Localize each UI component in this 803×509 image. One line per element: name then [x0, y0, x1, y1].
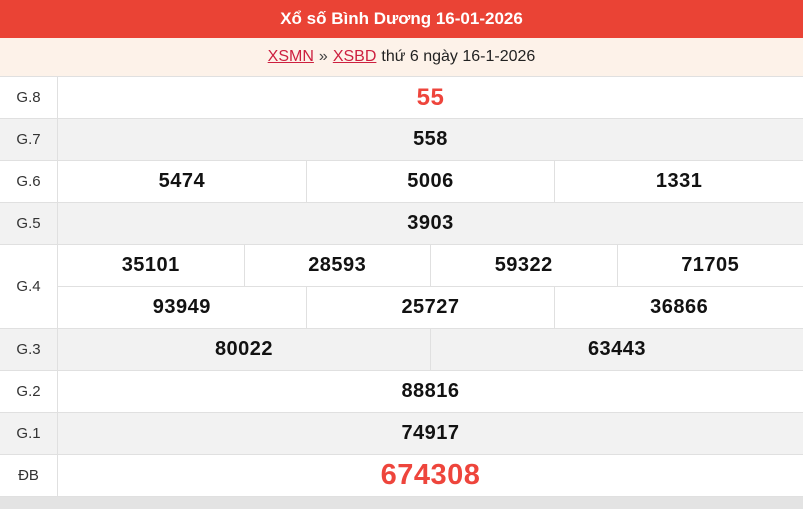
prize-label-g5: G.5	[0, 203, 58, 244]
prize-number: 36866	[554, 287, 803, 328]
prize-row-g8: G.8 55	[0, 77, 803, 119]
page-header: Xổ số Bình Dương 16-01-2026	[0, 0, 803, 38]
prize-label-g6: G.6	[0, 161, 58, 202]
prize-number: 80022	[214, 338, 274, 360]
prize-number: 35101	[121, 254, 180, 276]
prize-row-db: ĐB 674308	[0, 455, 803, 497]
prize-number: 88816	[401, 380, 460, 402]
prize-row-g4: G.4 35101 28593 59322 71705 93949 25727 …	[0, 245, 803, 329]
prize-number: 3903	[407, 212, 454, 234]
prize-row-g5: G.5 3903	[0, 203, 803, 245]
prize-row-g1: G.1 74917	[0, 413, 803, 455]
breadcrumb-date: thứ 6 ngày 16-1-2026	[381, 48, 536, 65]
prize-number: 74917	[401, 422, 460, 444]
prize-label-g2: G.2	[0, 371, 58, 412]
breadcrumb-separator: »	[318, 48, 328, 65]
prize-label-g8: G.8	[0, 77, 58, 118]
prize-number: 55	[416, 83, 445, 111]
prize-number: 28593	[243, 245, 431, 286]
prize-number-special: 674308	[380, 459, 481, 491]
prize-number: 59322	[430, 245, 617, 286]
prize-number: 5006	[305, 161, 555, 202]
prize-number: 1331	[554, 161, 803, 202]
page-title: Xổ số Bình Dương 16-01-2026	[280, 9, 523, 28]
prize-row-g6: G.6 5474 5006 1331	[0, 161, 803, 203]
prize-label-g3: G.3	[0, 329, 58, 370]
prize-row-g3: G.3 80022 63443	[0, 329, 803, 371]
bottom-strip	[0, 497, 803, 509]
prize-label-g7: G.7	[0, 119, 58, 160]
prize-number: 63443	[430, 329, 803, 370]
prize-label-g4: G.4	[0, 245, 58, 328]
lottery-results-table: G.8 55 G.7 558 G.6 5474 5006 1331 G.5	[0, 76, 803, 497]
breadcrumb: XSMN » XSBD thứ 6 ngày 16-1-2026	[0, 38, 803, 76]
breadcrumb-link-xsbd[interactable]: XSBD	[332, 48, 377, 65]
prize-number: 71705	[616, 245, 803, 286]
prize-number: 25727	[305, 287, 555, 328]
prize-number: 5474	[158, 170, 206, 192]
prize-label-db: ĐB	[0, 455, 58, 496]
prize-row-g2: G.2 88816	[0, 371, 803, 413]
prize-number: 558	[413, 128, 448, 150]
prize-number: 93949	[152, 296, 211, 318]
prize-label-g1: G.1	[0, 413, 58, 454]
prize-row-g7: G.7 558	[0, 119, 803, 161]
breadcrumb-link-xsmn[interactable]: XSMN	[267, 48, 314, 65]
